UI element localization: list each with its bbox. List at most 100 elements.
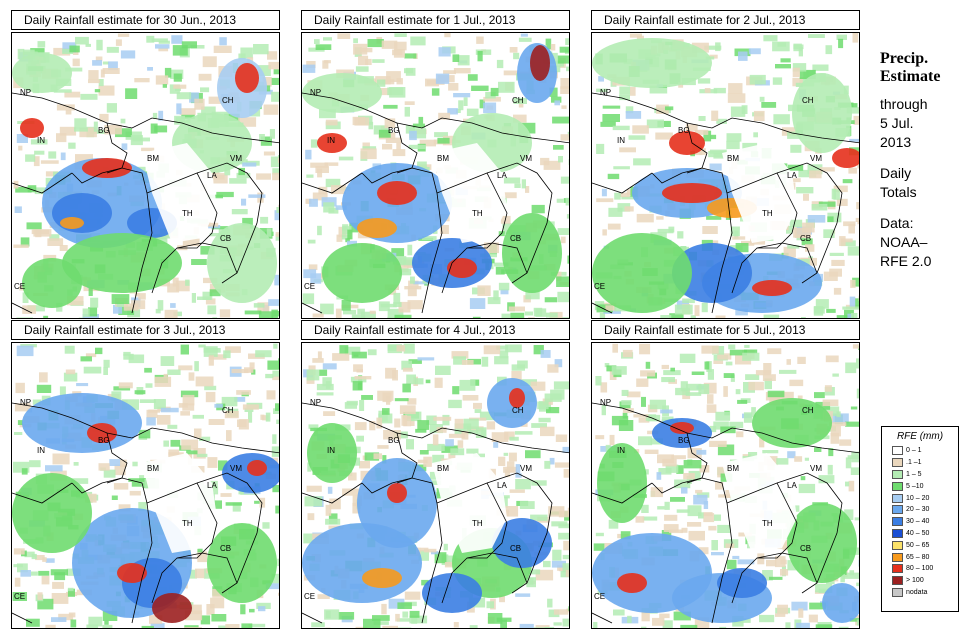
country-label-bm: BM [727, 464, 739, 473]
legend-swatch [892, 552, 903, 562]
country-label-ce: CE [304, 282, 315, 291]
country-label-cb: CB [800, 234, 811, 243]
legend-swatch [892, 446, 903, 456]
legend-label: 40 – 50 [906, 529, 930, 537]
country-label-cb: CB [800, 544, 811, 553]
legend-item: 65 – 80 [882, 551, 958, 563]
country-label-ch: CH [222, 96, 234, 105]
country-label-vm: VM [810, 154, 822, 163]
country-label-cb: CB [220, 544, 231, 553]
date-line2: 2013 [880, 134, 912, 150]
country-label-bg: BG [98, 126, 110, 135]
dry-region [722, 453, 797, 553]
country-label-la: LA [207, 481, 217, 490]
legend-label: 50 – 65 [906, 541, 930, 549]
country-borders [12, 402, 279, 624]
legend-item: 30 – 40 [882, 516, 958, 528]
legend-swatch [892, 576, 903, 586]
country-label-bm: BM [147, 154, 159, 163]
country-label-bm: BM [147, 464, 159, 473]
legend-label: 0 – 1 [906, 447, 922, 455]
map-svg: NP CH IN BG BM VM LA TH CB CE [592, 33, 859, 318]
country-label-ce: CE [594, 282, 605, 291]
country-label-th: TH [182, 519, 193, 528]
rainfall-map: NP CH IN BG BM VM LA TH CB CE [591, 32, 860, 319]
legend-item: .1 –1 [882, 457, 958, 469]
legend-label: 1 – 5 [906, 470, 922, 478]
country-label-la: LA [787, 171, 797, 180]
country-label-np: NP [310, 88, 321, 97]
country-label-ce: CE [14, 592, 25, 601]
legend-label: 30 – 40 [906, 518, 930, 526]
country-label-bg: BG [678, 126, 690, 135]
country-borders [12, 92, 279, 314]
legend-title: RFE (mm) [896, 431, 944, 442]
data-line3: RFE 2.0 [880, 253, 932, 269]
country-label-np: NP [600, 398, 611, 407]
legend-swatch [892, 528, 903, 538]
panel-5: Daily Rainfall estimate for 4 Jul., 2013… [301, 320, 570, 629]
country-label-la: LA [497, 481, 507, 490]
country-borders [302, 92, 569, 314]
legend-label: 20 – 30 [906, 506, 930, 514]
country-label-vm: VM [810, 464, 822, 473]
country-label-in: IN [617, 136, 625, 145]
rain-cells [592, 38, 859, 313]
country-label-la: LA [207, 171, 217, 180]
map-svg: NP CH IN BG BM VM LA TH CB CE [302, 33, 569, 318]
country-label-in: IN [327, 136, 335, 145]
legend-swatch [892, 587, 903, 597]
country-label-th: TH [472, 519, 483, 528]
legend-swatch [892, 517, 903, 527]
country-label-ch: CH [512, 96, 524, 105]
country-label-ch: CH [802, 96, 814, 105]
legend-label: 80 – 100 [906, 565, 934, 573]
panel-title: Daily Rainfall estimate for 30 Jun., 201… [11, 10, 280, 30]
country-label-in: IN [37, 136, 45, 145]
legend-swatch [892, 505, 903, 515]
country-label-la: LA [787, 481, 797, 490]
legend-item: 10 – 20 [882, 492, 958, 504]
legend-item: nodata [882, 587, 958, 599]
country-label-vm: VM [520, 464, 532, 473]
legend-swatch [892, 540, 903, 550]
country-label-ch: CH [222, 406, 234, 415]
legend-label: .1 –1 [906, 459, 922, 467]
totals-line1: Daily [880, 165, 912, 181]
panel-title: Daily Rainfall estimate for 3 Jul., 2013 [11, 320, 280, 340]
legend-label: nodata [906, 588, 928, 596]
side-heading-line1: Precip. [880, 50, 929, 67]
legend-label: 65 – 80 [906, 553, 930, 561]
panel-1: Daily Rainfall estimate for 30 Jun., 201… [11, 10, 280, 319]
country-label-vm: VM [230, 464, 242, 473]
country-label-la: LA [497, 171, 507, 180]
country-label-ce: CE [14, 282, 25, 291]
date-line1: 5 Jul. [880, 115, 914, 131]
country-label-ch: CH [802, 406, 814, 415]
legend-item: 80 – 100 [882, 563, 958, 575]
map-svg: NP CH IN BG BM VM LA TH CB CE [302, 343, 569, 628]
country-label-ce: CE [304, 592, 315, 601]
country-label-th: TH [762, 519, 773, 528]
country-label-in: IN [327, 446, 335, 455]
country-label-bg: BG [678, 436, 690, 445]
country-label-in: IN [617, 446, 625, 455]
country-label-np: NP [310, 398, 321, 407]
legend-item: 0 – 1 [882, 445, 958, 457]
dry-region [432, 453, 507, 553]
country-label-bm: BM [437, 464, 449, 473]
rainfall-map: NP CH IN BG BM VM LA TH CB CE [301, 342, 570, 629]
country-label-bg: BG [98, 436, 110, 445]
panel-3: Daily Rainfall estimate for 2 Jul., 2013… [591, 10, 860, 319]
legend-swatch [892, 469, 903, 479]
panel-title: Daily Rainfall estimate for 1 Jul., 2013 [301, 10, 570, 30]
rain-cells [12, 393, 279, 623]
panel-title: Daily Rainfall estimate for 2 Jul., 2013 [591, 10, 860, 30]
dry-region [722, 143, 797, 243]
legend-swatch [892, 493, 903, 503]
legend-item: 50 – 65 [882, 539, 958, 551]
country-label-bm: BM [727, 154, 739, 163]
legend-item: 40 – 50 [882, 528, 958, 540]
country-label-np: NP [20, 398, 31, 407]
country-label-np: NP [20, 88, 31, 97]
